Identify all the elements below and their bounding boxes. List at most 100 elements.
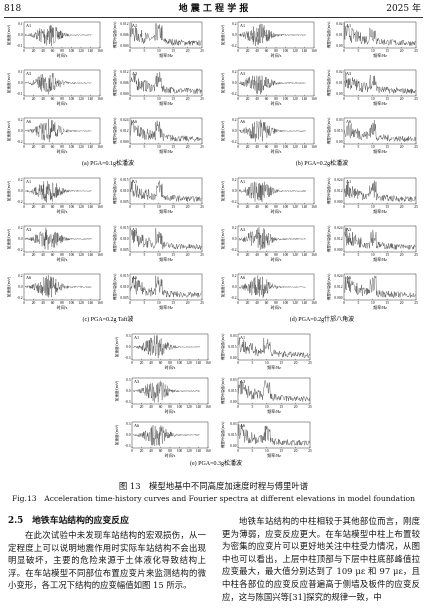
y-axis-label: 傅里叶幅值/(m/s) <box>112 177 117 204</box>
y-tick-label: 0.000 <box>334 248 342 252</box>
x-tick-label: 15 <box>385 253 389 257</box>
y-tick-label: 0.012 <box>120 22 128 26</box>
y-tick-label: 0.006 <box>120 81 128 85</box>
y-tick-label: 0.1 <box>18 70 23 74</box>
x-tick-label: 5 <box>144 97 146 101</box>
x-tick-label: 160 <box>97 145 103 149</box>
y-tick-label: -0.2 <box>231 92 237 96</box>
y-tick-label: 0.00 <box>230 400 236 404</box>
x-tick-label: 0 <box>129 145 131 149</box>
x-tick-label: 120 <box>292 205 298 209</box>
y-tick-label: 0.0 <box>18 285 23 289</box>
x-tick-label: 5 <box>358 49 360 53</box>
x-tick-label: 10 <box>157 205 161 209</box>
y-tick-label: 0.024 <box>334 226 342 230</box>
x-tick-label: 80 <box>274 97 278 101</box>
caption-cn: 图 13 模型地基中不同高度加速度时程与傅里叶谱 <box>118 481 309 491</box>
x-tick-label: 0 <box>237 361 239 365</box>
subfigure-caption: (c) PGA=0.2g Taft波 <box>82 315 133 323</box>
x-tick-label: 120 <box>292 145 298 149</box>
x-tick-label: 25 <box>200 49 204 53</box>
x-axis-label: 频率/Hz <box>267 452 281 458</box>
x-tick-label: 0 <box>237 253 239 257</box>
spectrum <box>344 180 416 202</box>
x-axis-label: 频率/Hz <box>159 256 173 262</box>
x-tick-label: 160 <box>311 301 317 305</box>
x-tick-label: 60 <box>265 97 269 101</box>
panel-label: A6 <box>132 275 137 280</box>
x-tick-label: 5 <box>252 449 254 453</box>
x-tick-label: 120 <box>186 449 192 453</box>
x-tick-label: 10 <box>265 361 269 365</box>
x-tick-label: 20 <box>400 205 404 209</box>
section-title: 2.5 地铁车站结构的应变反应 <box>8 516 129 526</box>
panel-label: A3 <box>240 71 245 76</box>
x-tick-label: 25 <box>414 145 418 149</box>
subfigure-caption: (b) PGA=0.2g松潘波 <box>296 159 348 167</box>
page-number: 818 <box>4 4 22 14</box>
x-tick-label: 20 <box>246 49 250 53</box>
x-tick-label: 5 <box>252 361 254 365</box>
spectrum <box>344 22 416 46</box>
spectrum <box>238 337 310 359</box>
y-tick-label: 0.03 <box>230 334 236 338</box>
x-axis-label: 时间/s <box>271 52 282 58</box>
y-axis-label: 傅里叶幅值/(m/s) <box>220 421 225 448</box>
spectrum <box>344 71 416 95</box>
x-tick-label: 100 <box>69 97 75 101</box>
x-tick-label: 0 <box>23 205 25 209</box>
plot-frame <box>129 21 203 49</box>
x-axis-label: 频率/Hz <box>373 256 387 262</box>
x-tick-label: 20 <box>32 301 36 305</box>
x-tick-label: 10 <box>371 145 375 149</box>
x-tick-label: 60 <box>265 205 269 209</box>
x-tick-label: 160 <box>97 253 103 257</box>
spectrum <box>238 379 310 402</box>
x-tick-label: 160 <box>311 145 317 149</box>
x-tick-label: 60 <box>51 253 55 257</box>
plot-frame <box>129 177 203 205</box>
x-tick-label: 160 <box>311 49 317 53</box>
x-axis-label: 时间/s <box>271 148 282 154</box>
x-tick-label: 140 <box>302 49 308 53</box>
x-tick-label: 80 <box>274 49 278 53</box>
y-tick-label: 0.024 <box>334 274 342 278</box>
y-tick-label: 0.2 <box>18 226 23 230</box>
x-tick-label: 120 <box>292 49 298 53</box>
x-tick-label: 0 <box>343 205 345 209</box>
spectrum <box>344 275 416 298</box>
x-tick-label: 120 <box>78 97 84 101</box>
x-axis-label: 频率/Hz <box>373 304 387 310</box>
caption-en: Fig.13 Acceleration time-history curves … <box>11 494 415 503</box>
waveform <box>238 23 306 46</box>
spectrum <box>130 71 202 94</box>
x-tick-label: 40 <box>149 361 153 365</box>
y-tick-label: 0.0 <box>232 129 237 133</box>
y-axis-label: 傅里叶幅值/(m/s) <box>326 225 331 252</box>
x-axis-label: 时间/s <box>271 100 282 106</box>
x-tick-label: 15 <box>171 145 175 149</box>
x-tick-label: 20 <box>400 301 404 305</box>
spectrum <box>344 227 416 250</box>
x-tick-label: 25 <box>414 301 418 305</box>
x-tick-label: 5 <box>144 253 146 257</box>
x-tick-label: 0 <box>343 97 345 101</box>
x-tick-label: 0 <box>129 205 131 209</box>
x-tick-label: 160 <box>97 97 103 101</box>
x-tick-label: 5 <box>358 145 360 149</box>
spectrum <box>130 228 202 250</box>
y-tick-label: 0.0 <box>18 237 23 241</box>
y-axis-label: 加速度/(m/s²) <box>114 424 119 445</box>
y-axis-label: 加速度/(m/s²) <box>6 72 11 93</box>
spectrum <box>130 119 202 143</box>
x-axis-label: 时间/s <box>271 304 282 310</box>
y-tick-label: 0.0 <box>18 33 23 37</box>
x-tick-label: 25 <box>414 49 418 53</box>
x-tick-label: 20 <box>400 253 404 257</box>
waveform <box>238 275 306 298</box>
x-tick-label: 80 <box>60 301 64 305</box>
panel-label: A3 <box>26 71 31 76</box>
y-tick-label: 0.015 <box>334 129 342 133</box>
y-tick-label: 0.0 <box>232 189 237 193</box>
x-tick-label: 20 <box>32 205 36 209</box>
